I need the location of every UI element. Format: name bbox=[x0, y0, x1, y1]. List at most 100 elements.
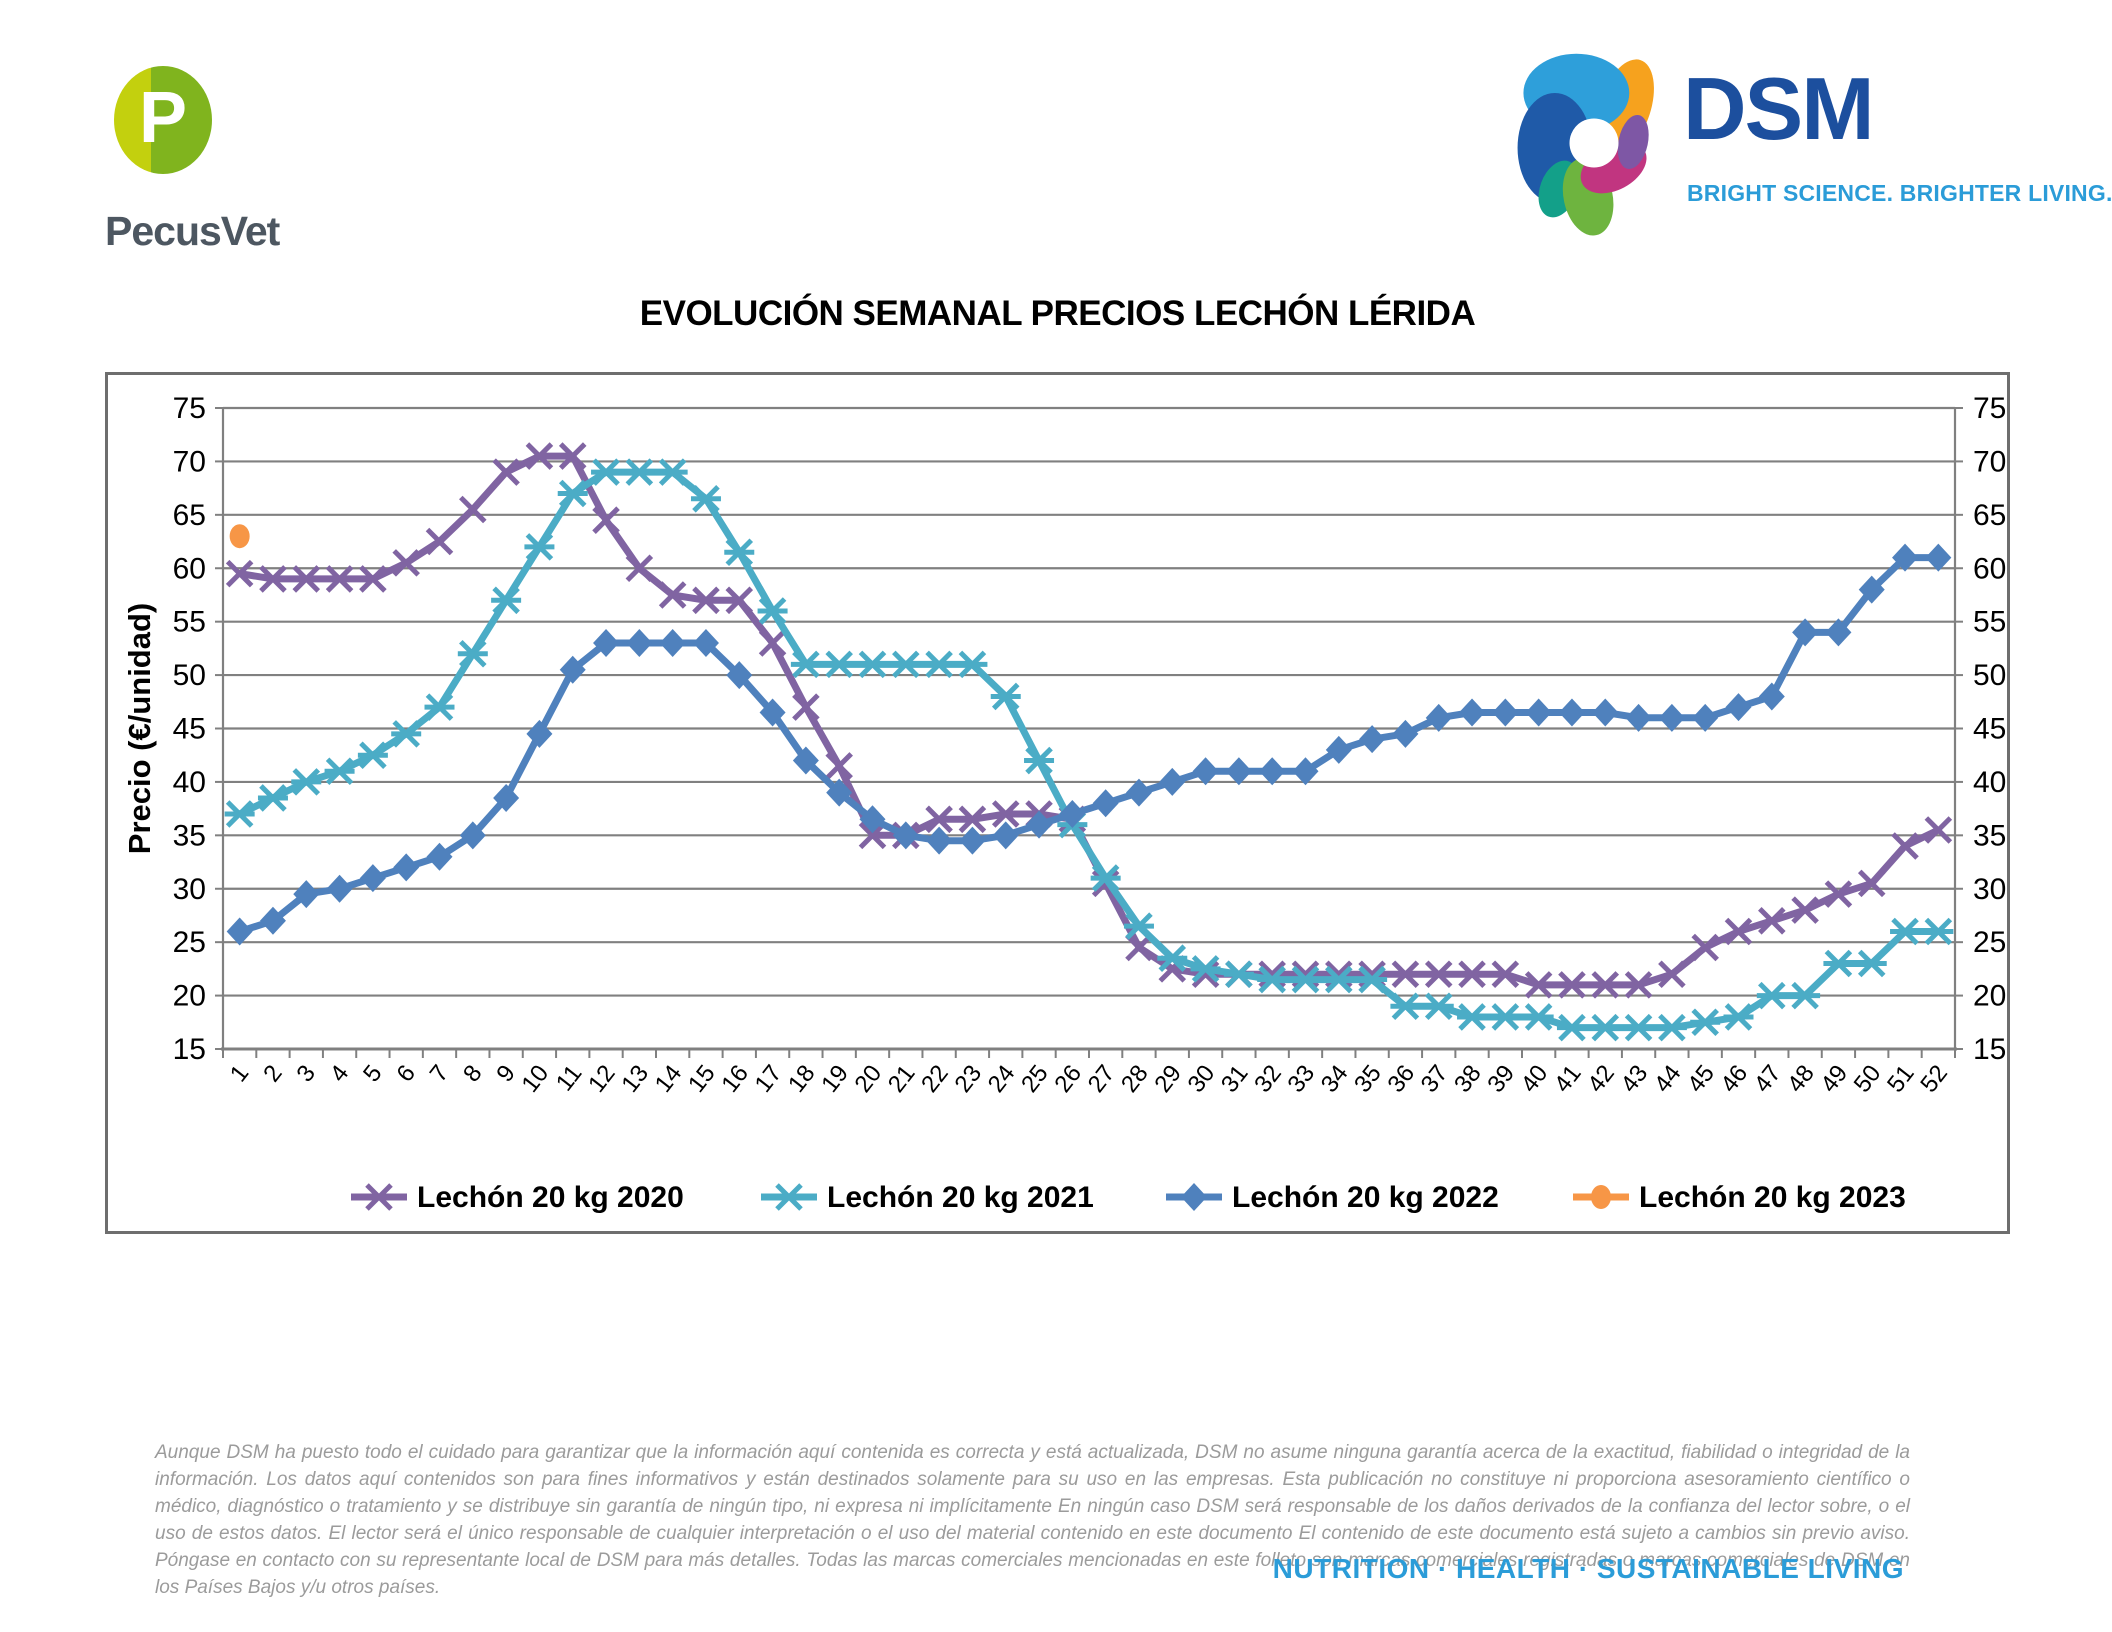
x-axis-label-week: 47 bbox=[1749, 1060, 1787, 1098]
legend-label: Lechón 20 kg 2022 bbox=[1232, 1181, 1499, 1214]
x-axis-label-week: 26 bbox=[1049, 1060, 1087, 1098]
x-axis-label-week: 5 bbox=[358, 1060, 388, 1087]
y-axis-label-right: 25 bbox=[1973, 926, 2006, 959]
y-axis-label-left: 30 bbox=[173, 873, 206, 906]
legend-item-lechón-20-kg-2020: Lechón 20 kg 2020 bbox=[351, 1181, 684, 1214]
x-axis-label-week: 39 bbox=[1482, 1060, 1520, 1098]
y-axis-label-left: 75 bbox=[173, 392, 206, 425]
y-axis-title: Precio (€/unidad) bbox=[122, 603, 157, 854]
axes bbox=[215, 406, 1963, 1058]
x-axis-label-week: 6 bbox=[391, 1060, 421, 1087]
footer-tagline: NUTRITION · HEALTH · SUSTAINABLE LIVING bbox=[1272, 1553, 1904, 1584]
x-axis-label-week: 10 bbox=[516, 1060, 554, 1098]
dsm-swirl-icon bbox=[1517, 53, 1654, 236]
x-axis-label-week: 24 bbox=[983, 1060, 1021, 1098]
x-axis-label-week: 48 bbox=[1782, 1060, 1820, 1098]
x-axis-label-week: 16 bbox=[716, 1060, 754, 1098]
y-axis-label-left: 35 bbox=[173, 819, 206, 852]
series-lechón-20-kg-2022 bbox=[226, 543, 1952, 946]
y-axis-label-right: 40 bbox=[1973, 766, 2006, 799]
y-axis-label-right: 30 bbox=[1973, 873, 2006, 906]
x-axis-label-week: 1 bbox=[225, 1060, 255, 1087]
x-axis-label-week: 12 bbox=[583, 1060, 621, 1098]
pecusvet-logo-icon: P bbox=[114, 66, 212, 174]
legend-label: Lechón 20 kg 2023 bbox=[1639, 1181, 1906, 1214]
x-axis-label-week: 32 bbox=[1249, 1060, 1287, 1098]
x-axis-label-week: 19 bbox=[816, 1060, 854, 1098]
x-axis-label-week: 40 bbox=[1516, 1060, 1554, 1098]
y-axis-label-right: 15 bbox=[1973, 1033, 2006, 1066]
x-axis-label-week: 21 bbox=[883, 1060, 921, 1098]
x-axis-label-week: 22 bbox=[916, 1060, 954, 1098]
y-axis-label-right: 70 bbox=[1973, 445, 2006, 478]
y-axis-label-right: 75 bbox=[1973, 392, 2006, 425]
y-axis-label-left: 15 bbox=[173, 1033, 206, 1066]
x-axis-label-week: 27 bbox=[1083, 1060, 1121, 1098]
legend-item-lechón-20-kg-2022: Lechón 20 kg 2022 bbox=[1166, 1181, 1499, 1214]
x-axis-label-week: 42 bbox=[1582, 1060, 1620, 1098]
x-axis-label-week: 9 bbox=[491, 1060, 521, 1087]
x-axis-label-week: 28 bbox=[1116, 1060, 1154, 1098]
y-axis-label-right: 60 bbox=[1973, 552, 2006, 585]
x-axis-label-week: 37 bbox=[1416, 1060, 1454, 1098]
y-axis-label-right: 50 bbox=[1973, 659, 2006, 692]
y-axis-label-left: 25 bbox=[173, 926, 206, 959]
x-axis-label-week: 3 bbox=[291, 1060, 321, 1087]
x-axis-label-week: 34 bbox=[1316, 1060, 1354, 1098]
series-lechón-20-kg-2021 bbox=[224, 458, 1954, 1042]
pecusvet-logo-text: PecusVet bbox=[105, 208, 280, 254]
legend-label: Lechón 20 kg 2020 bbox=[417, 1181, 684, 1214]
y-axis-label-left: 55 bbox=[173, 606, 206, 639]
x-axis-label-week: 36 bbox=[1382, 1060, 1420, 1098]
y-axis-label-right: 65 bbox=[1973, 499, 2006, 532]
y-axis-label-left: 50 bbox=[173, 659, 206, 692]
x-axis-label-week: 20 bbox=[850, 1060, 888, 1098]
x-axis-label-week: 49 bbox=[1815, 1060, 1853, 1098]
y-axis-label-right: 55 bbox=[1973, 606, 2006, 639]
x-axis-label-week: 2 bbox=[258, 1060, 288, 1087]
x-axis-label-week: 38 bbox=[1449, 1060, 1487, 1098]
x-axis-label-week: 8 bbox=[458, 1060, 488, 1087]
y-axis-label-left: 60 bbox=[173, 552, 206, 585]
x-axis-label-week: 45 bbox=[1682, 1060, 1720, 1098]
x-axis-label-week: 31 bbox=[1216, 1060, 1254, 1098]
x-axis-label-week: 23 bbox=[949, 1060, 987, 1098]
x-axis-label-week: 4 bbox=[325, 1060, 355, 1087]
x-axis-label-week: 46 bbox=[1716, 1060, 1754, 1098]
y-axis-label-left: 65 bbox=[173, 499, 206, 532]
x-axis-label-week: 7 bbox=[425, 1060, 455, 1087]
x-axis-label-week: 25 bbox=[1016, 1060, 1054, 1098]
y-axis-label-left: 40 bbox=[173, 766, 206, 799]
x-axis-label-week: 52 bbox=[1915, 1060, 1953, 1098]
x-axis-label-week: 18 bbox=[783, 1060, 821, 1098]
chart-container: 75 75 70 70 65 65 60 60 55 55 50 50 45 45 40 40 35 35 30 30… bbox=[105, 372, 2010, 1234]
x-axis-label-week: 43 bbox=[1616, 1060, 1654, 1098]
y-axis-label-right: 35 bbox=[1973, 819, 2006, 852]
x-axis-label-week: 41 bbox=[1549, 1060, 1587, 1098]
y-axis-label-left: 20 bbox=[173, 980, 206, 1013]
x-axis-label-week: 15 bbox=[683, 1060, 721, 1098]
x-axis-label-week: 29 bbox=[1149, 1060, 1187, 1098]
y-axis-label-right: 45 bbox=[1973, 713, 2006, 746]
pecusvet-logo-letter: P bbox=[138, 78, 188, 158]
dsm-logo: DSM BRIGHT SCIENCE. BRIGHTER LIVING. bbox=[1515, 40, 2112, 240]
dsm-logo-text: DSM bbox=[1683, 59, 1875, 158]
chart-title: EVOLUCIÓN SEMANAL PRECIOS LECHÓN LÉRIDA bbox=[639, 294, 1476, 333]
legend-label: Lechón 20 kg 2021 bbox=[827, 1181, 1094, 1214]
x-axis-label-week: 35 bbox=[1349, 1060, 1387, 1098]
y-axis-label-left: 70 bbox=[173, 445, 206, 478]
dsm-tagline: BRIGHT SCIENCE. BRIGHTER LIVING. bbox=[1687, 180, 2112, 206]
x-axis-label-week: 17 bbox=[750, 1060, 788, 1098]
y-axis-label-left: 45 bbox=[173, 713, 206, 746]
disclaimer-text: Aunque DSM ha puesto todo el cuidado par… bbox=[155, 1442, 1910, 1598]
legend-item-lechón-20-kg-2021: Lechón 20 kg 2021 bbox=[761, 1181, 1094, 1214]
x-axis-label-week: 33 bbox=[1283, 1060, 1321, 1098]
series-lechón-20-kg-2023 bbox=[229, 524, 250, 549]
x-axis-label-week: 11 bbox=[551, 1060, 588, 1096]
x-axis-label-week: 13 bbox=[616, 1060, 654, 1098]
x-axis-label-week: 14 bbox=[650, 1060, 688, 1098]
legend: Lechón 20 kg 2020 Lechón 20 kg 2021 Lechón… bbox=[351, 1181, 1906, 1214]
legend-item-lechón-20-kg-2023: Lechón 20 kg 2023 bbox=[1573, 1181, 1906, 1214]
